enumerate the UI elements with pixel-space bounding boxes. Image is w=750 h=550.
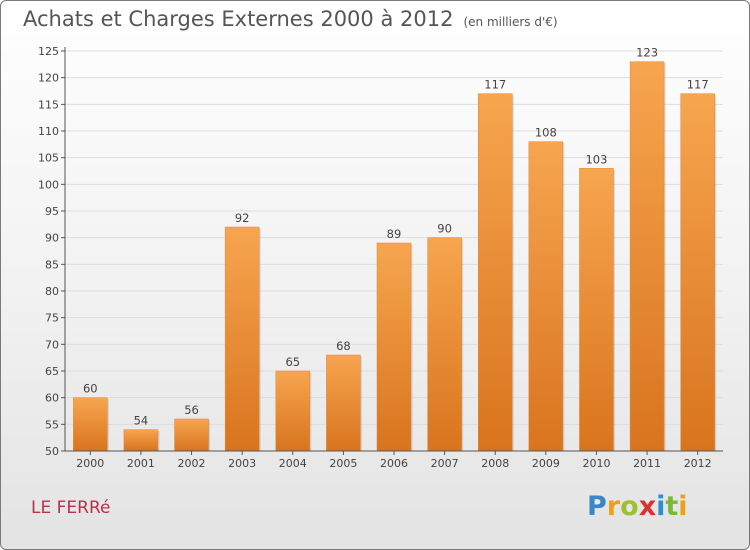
data-label: 92: [235, 211, 250, 225]
bar-2012: [680, 93, 715, 452]
y-tick-label: 100: [38, 178, 59, 191]
y-tick-label: 80: [45, 285, 59, 298]
chart-title: Achats et Charges Externes 2000 à 2012 (e…: [23, 7, 558, 31]
bar-2003: [224, 226, 260, 452]
x-tick-label: 2008: [481, 457, 509, 470]
x-tick-label: 2009: [532, 457, 560, 470]
x-tick-label: 2006: [380, 457, 408, 470]
y-tick-label: 120: [38, 72, 59, 85]
x-tick-label: 2011: [633, 457, 661, 470]
axes: 50 55 60 65 70 75 80 85 90 95 100 105 110 115 120 125 20…: [38, 45, 723, 470]
bar-2001: [123, 429, 159, 452]
bar-2011: [629, 61, 665, 452]
chart-title-text: Achats et Charges Externes 2000 à 2012: [23, 7, 454, 31]
bars: [73, 61, 717, 452]
data-label: 56: [184, 403, 199, 417]
y-tick-label: 85: [45, 258, 59, 271]
y-tick-label: 95: [45, 205, 59, 218]
data-label: 54: [134, 414, 149, 428]
data-label: 117: [484, 78, 506, 92]
y-tick-label: 55: [45, 418, 59, 431]
bar-2004: [275, 370, 311, 452]
bar-2005: [326, 354, 361, 452]
bar-2006: [376, 242, 412, 452]
x-tick-label: 2000: [76, 457, 104, 470]
x-tick-label: 2004: [279, 457, 307, 470]
x-tick-label: 2012: [684, 457, 712, 470]
y-tick-label: 70: [45, 338, 59, 351]
y-tick-label: 110: [38, 125, 59, 138]
x-tick-label: 2001: [127, 457, 155, 470]
proxiti-logo: Proxiti: [587, 491, 688, 522]
x-tick-label: 2005: [329, 457, 357, 470]
y-tick-label: 105: [38, 152, 59, 165]
location-label: LE FERRé: [31, 498, 111, 518]
y-tick-label: 125: [38, 45, 59, 58]
y-tick-label: 60: [45, 392, 59, 405]
x-tick-label: 2002: [178, 457, 206, 470]
x-tick-label: 2003: [228, 457, 256, 470]
data-label: 60: [83, 382, 98, 396]
bar-2010: [579, 168, 614, 452]
data-label: 90: [437, 222, 452, 236]
y-tick-label: 115: [38, 98, 59, 111]
data-label: 117: [687, 78, 709, 92]
chart-unit: (en milliers d'€): [463, 15, 558, 29]
data-label: 103: [585, 152, 607, 166]
data-label: 89: [387, 227, 402, 241]
data-label: 65: [285, 355, 300, 369]
data-labels: 60 54 56 92 65 68 89 90 117 108 103 123 117: [83, 46, 709, 428]
x-tick-label: 2010: [582, 457, 610, 470]
y-tick-label: 50: [45, 445, 59, 458]
data-label: 108: [535, 126, 557, 140]
bar-2009: [528, 141, 564, 452]
bar-2002: [174, 418, 209, 452]
y-tick-label: 90: [45, 232, 59, 245]
y-tick-label: 75: [45, 312, 59, 325]
y-tick-label: 65: [45, 365, 59, 378]
data-label: 123: [636, 46, 658, 60]
bar-2008: [477, 93, 513, 452]
x-tick-label: 2007: [431, 457, 459, 470]
data-label: 68: [336, 339, 351, 353]
bar-2007: [427, 237, 462, 452]
bar-2000: [73, 397, 108, 452]
